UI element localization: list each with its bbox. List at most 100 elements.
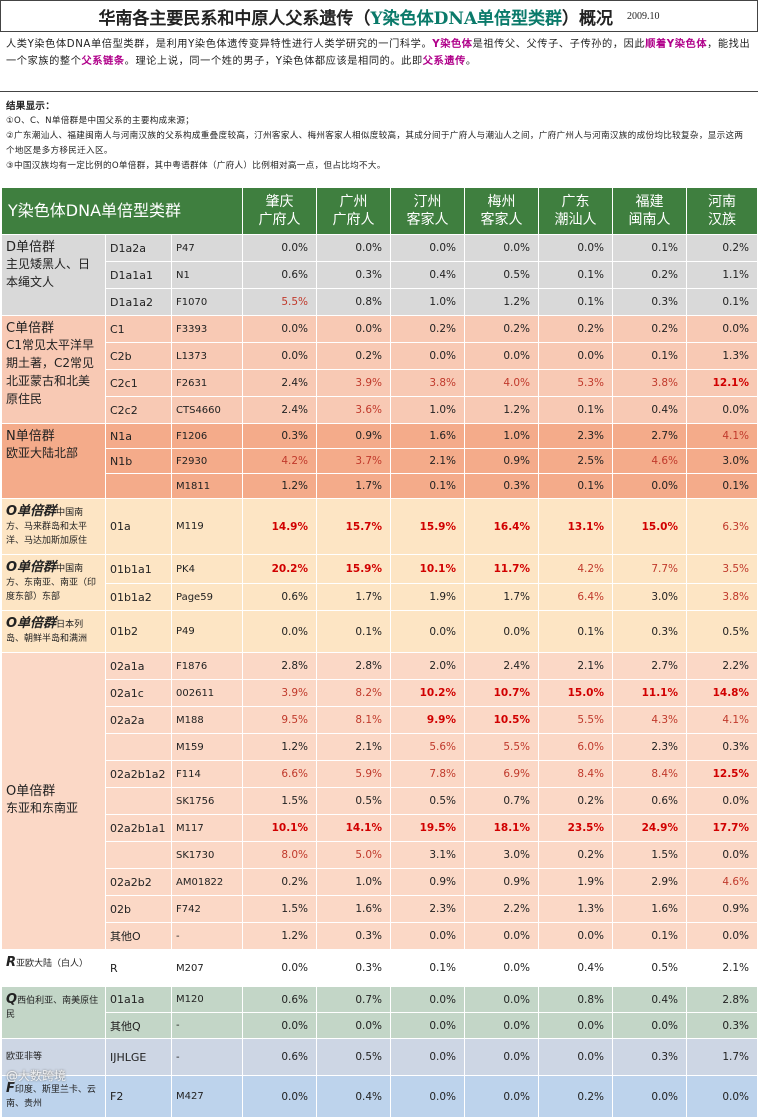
table-row: 02a2b1a2 F114 6.6% 5.9% 7.8% 6.9% 8.4% 8.4% 12.5… xyxy=(2,760,758,788)
value-cell: 0.4% xyxy=(316,1075,392,1118)
value-cell: 0.0% xyxy=(686,922,758,950)
value-cell: 24.9% xyxy=(612,814,688,842)
table-row: M1811 1.2% 1.7% 0.1% 0.3% 0.1% 0.0% 0.1% xyxy=(2,473,758,499)
intro-text-5: 。 xyxy=(465,56,477,67)
value-cell: 5.9% xyxy=(316,760,392,788)
value-cell: 1.1% xyxy=(686,261,758,289)
table-row: O单倍群日本列岛、朝鲜半岛和满洲 01b2 P49 0.0% 0.1% 0.0% 0.0% 0… xyxy=(1,610,758,653)
value-cell: 15.9% xyxy=(316,553,392,585)
value-cell: 0.0% xyxy=(242,342,318,370)
haplogroup-cell: 02b xyxy=(105,895,172,923)
value-cell: 3.0% xyxy=(686,448,758,474)
value-cell: 0.9% xyxy=(686,895,758,923)
group-label: N单倍群 欧亚大陆北部 xyxy=(1,423,106,499)
value-cell: 0.2% xyxy=(538,315,614,343)
value-cell: 0.7% xyxy=(464,787,540,815)
value-cell: 4.6% xyxy=(686,868,758,896)
table-row: 02a2b1a1 M117 10.1% 14.1% 19.5% 18.1% 23.5% 24.… xyxy=(2,814,758,842)
intro-paragraph: 人类Y染色体DNA单倍型类群，是利用Y染色体遗传变异特性进行人类学研究的一门科学… xyxy=(0,34,758,92)
value-cell: 4.1% xyxy=(686,706,758,734)
value-cell: 0.0% xyxy=(390,234,466,262)
table-row: 其他O -1.2% 0.3% 0.0% 0.0% 0.0% 0.1% 0.0% xyxy=(2,922,758,950)
haplogroup-cell: D1a1a2 xyxy=(105,288,172,316)
value-cell: 0.1% xyxy=(538,261,614,289)
haplogroup-cell: 其他O xyxy=(105,922,172,950)
header-col: 汀州 客家人 xyxy=(390,187,466,235)
value-cell: 0.3% xyxy=(612,1038,688,1076)
snp-cell: - xyxy=(170,922,244,950)
haplogroup-cell: 01b1a1 xyxy=(105,553,172,585)
value-cell: 3.1% xyxy=(390,841,466,869)
value-cell: 1.5% xyxy=(242,787,318,815)
haplogroup-cell: F2 xyxy=(105,1075,172,1118)
value-cell: 0.6% xyxy=(242,261,318,289)
value-cell: 14.8% xyxy=(686,679,758,707)
haplogroup-cell: D1a1a1 xyxy=(105,261,172,289)
intro-keyword-4: 父系遗传 xyxy=(422,56,466,67)
table-row: D1a1a2 F1070 5.5% 0.8% 1.0% 1.2% 0.1% 0.3% 0.1% xyxy=(2,288,758,316)
value-cell: 0.2% xyxy=(538,841,614,869)
snp-cell: F742 xyxy=(170,895,244,923)
value-cell: 0.2% xyxy=(242,868,318,896)
value-cell: 3.8% xyxy=(390,369,466,397)
value-cell: 2.1% xyxy=(316,733,392,761)
value-cell: 0.2% xyxy=(612,315,688,343)
table-row: C单倍群 C1常见太平洋早期土著，C2常见北亚蒙古和北美原住民 C1 F3393 0.0… xyxy=(1,315,758,424)
value-cell: 0.0% xyxy=(390,1038,466,1076)
value-cell: 2.4% xyxy=(242,369,318,397)
value-cell: 3.6% xyxy=(316,396,392,424)
value-cell: 3.5% xyxy=(686,553,758,585)
value-cell: 1.7% xyxy=(316,473,392,499)
value-cell: 0.1% xyxy=(390,473,466,499)
value-cell: 5.5% xyxy=(538,706,614,734)
value-cell: 20.2% xyxy=(242,553,318,585)
value-cell: 15.7% xyxy=(316,498,392,555)
value-cell: 13.1% xyxy=(538,498,614,555)
value-cell: 0.0% xyxy=(464,1012,540,1039)
haplogroup-cell: 02a2a xyxy=(105,706,172,734)
value-cell: 5.3% xyxy=(538,369,614,397)
snp-cell: F3393 xyxy=(170,315,244,343)
intro-text-4: 。理论上说，同一个姓的男子，Y染色体都应该是相同的。此即 xyxy=(124,56,423,67)
value-cell: 0.0% xyxy=(390,986,466,1013)
snp-cell: M188 xyxy=(170,706,244,734)
value-cell: 0.1% xyxy=(538,396,614,424)
table-row: N单倍群 欧亚大陆北部 N1a F1206 0.3% 0.9% 1.6% 1.0% 2.3% 2.… xyxy=(1,423,758,499)
group-description: 东亚和东南亚 xyxy=(6,801,79,815)
haplogroup-cell: 02a1a xyxy=(105,652,172,680)
value-cell: 0.0% xyxy=(686,787,758,815)
group-name: N单倍群 xyxy=(6,429,55,444)
value-cell: 8.2% xyxy=(316,679,392,707)
haplogroup-cell: 01a xyxy=(105,498,172,555)
value-cell: 2.4% xyxy=(464,652,540,680)
value-cell: 2.7% xyxy=(612,652,688,680)
value-cell: 1.7% xyxy=(686,1038,758,1076)
value-cell: 0.0% xyxy=(686,396,758,424)
value-cell: 0.0% xyxy=(390,922,466,950)
value-cell: 0.0% xyxy=(242,234,318,262)
value-cell: 4.0% xyxy=(464,369,540,397)
value-cell: 7.8% xyxy=(390,760,466,788)
intro-text-1: 人类Y染色体DNA单倍型类群，是利用Y染色体遗传变异特性进行人类学研究的一门科学… xyxy=(6,39,433,50)
value-cell: 6.6% xyxy=(242,760,318,788)
value-cell: 15.0% xyxy=(612,498,688,555)
value-cell: 17.7% xyxy=(686,814,758,842)
value-cell: 0.9% xyxy=(390,868,466,896)
value-cell: 0.8% xyxy=(538,986,614,1013)
group-label: O单倍群中国南方、东南亚、南亚（印度东部）东部 xyxy=(1,554,106,611)
haplogroup-cell: C2c2 xyxy=(105,396,172,424)
value-cell: 0.3% xyxy=(612,610,688,653)
snp-cell: 002611 xyxy=(170,679,244,707)
value-cell: 3.0% xyxy=(464,841,540,869)
table-row: O单倍群 东亚和东南亚 02a1a F1876 2.8% 2.8% 2.0% 2.4% 2.1%… xyxy=(1,652,758,950)
watermark: @大数跨境 xyxy=(6,1069,67,1083)
header-col: 福建 闽南人 xyxy=(612,187,688,235)
value-cell: 0.1% xyxy=(686,473,758,499)
haplogroup-cell: N1b xyxy=(105,448,172,474)
value-cell: 3.9% xyxy=(316,369,392,397)
intro-text-3: ，能找出一个家族的整个 xyxy=(6,39,751,67)
table-row: O单倍群中国南方、马来群岛和太平洋、马达加斯加原住 01a M119 14.9% 15.… xyxy=(1,498,758,555)
snp-cell: SK1756 xyxy=(170,787,244,815)
group-label: D单倍群 主见矮黑人、日本绳文人 xyxy=(1,234,106,316)
title-prefix: 华南各主要民系和中原人父系遗传（ xyxy=(98,8,371,29)
